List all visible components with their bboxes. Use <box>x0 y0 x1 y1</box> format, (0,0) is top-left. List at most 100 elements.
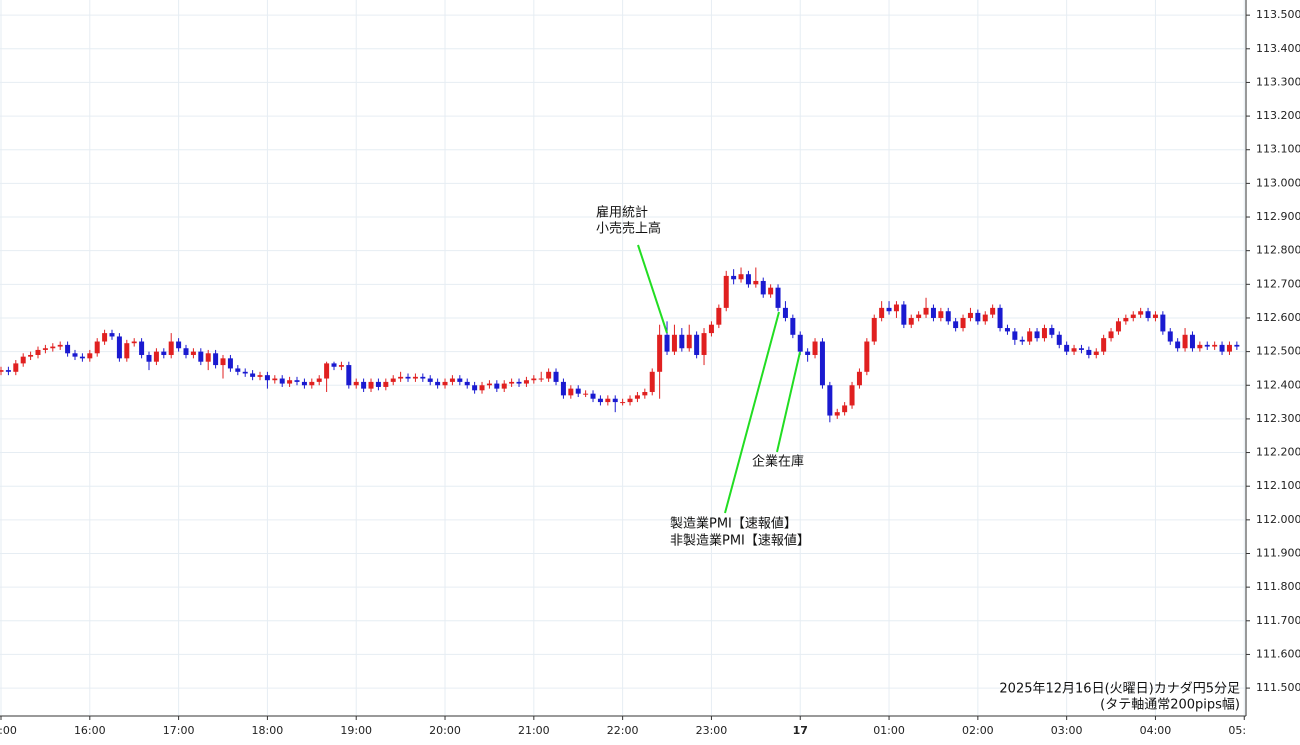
candle-body <box>701 333 707 355</box>
candle-body <box>309 381 315 386</box>
x-tick-label: 03:00 <box>1051 724 1083 737</box>
candle-body <box>1049 328 1055 335</box>
candle-body <box>464 381 470 386</box>
candle-body <box>102 333 108 342</box>
candle-body <box>242 371 248 374</box>
y-tick-label: 112.100 <box>1256 479 1300 492</box>
candle-body <box>694 334 700 355</box>
annotation-pointer <box>776 351 801 453</box>
candle-body <box>797 334 803 352</box>
candle-body <box>220 358 226 366</box>
candle-body <box>301 381 307 386</box>
y-tick-label: 111.900 <box>1256 546 1300 559</box>
candle-body <box>930 307 936 318</box>
y-tick-label: 112.900 <box>1256 210 1300 223</box>
candle-body <box>605 398 611 403</box>
candle-body <box>427 378 433 382</box>
candle-body <box>849 385 855 406</box>
candle-body <box>1197 344 1203 349</box>
candle-body <box>642 391 648 396</box>
candle-body <box>1071 348 1077 352</box>
candle-body <box>139 341 145 355</box>
candle-body <box>708 324 714 334</box>
candle-body <box>1108 331 1114 339</box>
x-tick-label: 05:00 <box>1228 724 1260 737</box>
candle-body <box>856 371 862 386</box>
candle-body <box>812 341 818 355</box>
candle-body <box>1204 344 1210 347</box>
y-tick-label: 112.500 <box>1256 345 1300 358</box>
candle-body <box>442 381 448 386</box>
candle-body <box>294 380 300 382</box>
x-tick-label: 21:00 <box>518 724 550 737</box>
candle-body <box>827 385 833 416</box>
candle-body <box>87 353 93 359</box>
candle-body <box>146 354 152 362</box>
candle-body <box>198 351 204 362</box>
candle-body <box>842 405 848 413</box>
candle-body <box>1145 311 1151 318</box>
x-tick-label: 17:00 <box>163 724 195 737</box>
candle-body <box>953 321 959 329</box>
x-tick-label: 17 <box>793 724 808 737</box>
y-tick-label: 112.200 <box>1256 446 1300 459</box>
candle-body <box>398 376 404 379</box>
candle-body <box>72 353 78 357</box>
candle-body <box>42 348 48 350</box>
candle-body <box>634 395 640 399</box>
candle-body <box>109 333 115 337</box>
candle-body <box>131 341 137 344</box>
candle-body <box>316 378 322 382</box>
x-tick-label: 16:00 <box>74 724 106 737</box>
candle-body <box>990 307 996 315</box>
candle-body <box>1138 311 1144 315</box>
x-tick-label: 22:00 <box>607 724 639 737</box>
candle-body <box>405 376 411 379</box>
x-tick-label: 01:00 <box>873 724 905 737</box>
candle-body <box>805 351 811 355</box>
candle-body <box>657 334 663 372</box>
candle-body <box>346 365 352 386</box>
annotation-pointer <box>637 244 668 334</box>
candle-body <box>375 381 381 387</box>
candle-body <box>190 351 196 355</box>
candle-body <box>864 341 870 372</box>
candle-body <box>671 334 677 352</box>
x-tick-label: 20:00 <box>429 724 461 737</box>
candle-body <box>368 381 374 389</box>
candle-body <box>649 371 655 392</box>
x-tick-label: 23:00 <box>696 724 728 737</box>
candle-body <box>227 358 233 369</box>
candle-body <box>1093 351 1099 355</box>
candle-body <box>449 378 455 382</box>
y-tick-label: 111.500 <box>1256 681 1300 694</box>
candle-body <box>627 398 633 403</box>
candle-body <box>324 363 330 379</box>
candle-body <box>435 381 441 386</box>
candle-body <box>908 317 914 325</box>
candle-body <box>13 363 19 372</box>
candle-body <box>20 356 26 364</box>
x-tick-label: 19:00 <box>340 724 372 737</box>
candle-body <box>716 307 722 325</box>
candle-body <box>686 334 692 349</box>
candle-body <box>879 307 885 318</box>
annotation-pointer <box>724 311 780 514</box>
candle-body <box>353 381 359 386</box>
y-tick-label: 113.500 <box>1256 8 1300 21</box>
candle-body <box>982 314 988 322</box>
candle-body <box>412 376 418 379</box>
candle-body <box>1212 344 1218 347</box>
candle-body <box>901 304 907 325</box>
candle-body <box>568 388 574 396</box>
candle-body <box>1152 314 1158 318</box>
candle-body <box>235 368 241 372</box>
candle-body <box>886 307 892 312</box>
candle-body <box>1182 334 1188 349</box>
candle-body <box>264 375 270 381</box>
candle-body <box>494 383 500 389</box>
candle-body <box>819 341 825 386</box>
candle-body <box>538 378 544 380</box>
candle-body <box>1123 317 1129 322</box>
